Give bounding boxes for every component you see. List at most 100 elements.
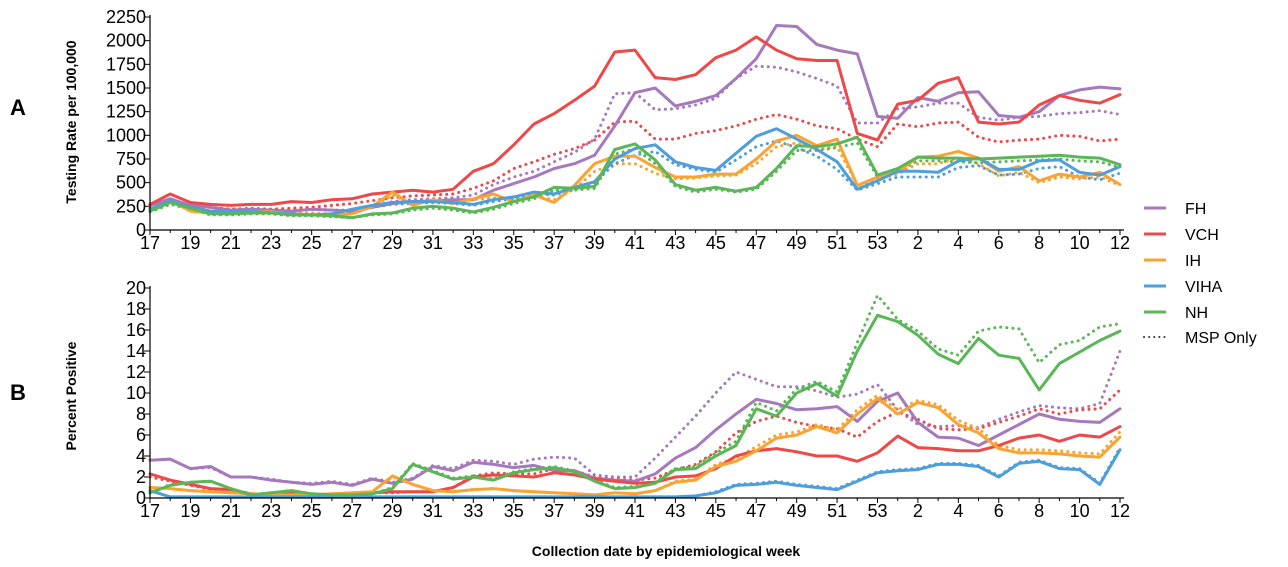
- panel-a-y-tick-label: 2000: [106, 31, 146, 51]
- panel-letter-a: A: [10, 95, 26, 120]
- panel-b-y-tick-label: 14: [126, 341, 146, 361]
- panel-a-x-tick-label: 47: [746, 233, 766, 253]
- panel-b-x-tick-label: 35: [504, 501, 524, 521]
- panel-b-y-tick-label: 8: [136, 404, 146, 424]
- panel-b-x-tick-label: 10: [1070, 501, 1090, 521]
- panel-a-y-tick-label: 1500: [106, 78, 146, 98]
- panel-a-series-vch: [148, 35, 1122, 207]
- panel-a-x-tick-label: 19: [180, 233, 200, 253]
- legend-label-ih: IH: [1185, 253, 1201, 270]
- panel-a-x-tick-label: 4: [953, 233, 963, 253]
- panel-a-x-tick-label: 25: [302, 233, 322, 253]
- panel-a-x-tick-label: 41: [625, 233, 645, 253]
- panel-a-x-tick-label: 45: [706, 233, 726, 253]
- panel-b-y-tick-label: 6: [136, 425, 146, 445]
- panel-a-x-tick-label: 23: [261, 233, 281, 253]
- panel-a-series-fh-msp-only: [148, 64, 1122, 212]
- panel-b-series-fh-msp-only: [148, 349, 1122, 486]
- panel-a-series-nh-msp-only: [148, 141, 1122, 220]
- panel-b-y-tick-label: 20: [126, 278, 146, 298]
- panel-b-series-nh: [148, 313, 1122, 497]
- panel-a-y-tick-label: 500: [116, 173, 146, 193]
- panel-a-x-tick-label: 31: [423, 233, 443, 253]
- panel-b-x-tick-label: 39: [585, 501, 605, 521]
- panel-a-y-tick-label: 750: [116, 149, 146, 169]
- panel-b-series-fh: [148, 391, 1122, 487]
- panel-a-x-tick-label: 39: [585, 233, 605, 253]
- panel-a-y-axis-title: Testing Rate per 100,000: [63, 40, 79, 203]
- panel-b-x-tick-label: 43: [665, 501, 685, 521]
- panel-a-x-tick-label: 27: [342, 233, 362, 253]
- panel-a-x-tick-label: 6: [994, 233, 1004, 253]
- panel-a-x-tick-label: 17: [140, 233, 160, 253]
- panel-b-axes: [149, 286, 1124, 499]
- panel-b-x-tick-label: 23: [261, 501, 281, 521]
- legend-label-vch: VCH: [1185, 227, 1219, 244]
- panel-b-series-viha-msp-only: [148, 446, 1122, 499]
- panel-a-axes: [149, 15, 1124, 231]
- legend-label-fh: FH: [1185, 201, 1206, 218]
- panel-b-x-tick-label: 51: [827, 501, 847, 521]
- panel-a-x-tick-label: 21: [221, 233, 241, 253]
- panel-a-x-tick-label: 37: [544, 233, 564, 253]
- panel-b-x-tick-label: 41: [625, 501, 645, 521]
- panel-b-y-axis-title: Percent Positive: [63, 341, 79, 450]
- panel-b-y-tick-label: 2: [136, 467, 146, 487]
- panel-b-y-tick-label: 0: [136, 488, 146, 508]
- panel-b-x-tick-label: 12: [1110, 501, 1130, 521]
- panel-b-x-tick-label: 17: [140, 501, 160, 521]
- panel-b-x-tick-label: 45: [706, 501, 726, 521]
- panel-a-x-tick-label: 2: [913, 233, 923, 253]
- panel-a-x-tick-label: 53: [867, 233, 887, 253]
- panel-b-x-tick-label: 53: [867, 501, 887, 521]
- panel-a-x-tick-label: 43: [665, 233, 685, 253]
- panel-a-series-viha-msp-only: [148, 139, 1122, 218]
- panel-a-series-fh: [148, 24, 1122, 213]
- panel-b-y-tick-label: 16: [126, 320, 146, 340]
- panel-a-series-nh: [148, 135, 1122, 220]
- panel-b-x-tick-label: 49: [787, 501, 807, 521]
- panel-a-x-tick-label: 10: [1070, 233, 1090, 253]
- panel-b-y-tick-label: 18: [126, 299, 146, 319]
- panel-a-y-tick-label: 2250: [106, 7, 146, 27]
- panel-a-x-tick-label: 8: [1034, 233, 1044, 253]
- panel-a-x-tick-label: 12: [1110, 233, 1130, 253]
- panel-b-y-tick-label: 12: [126, 362, 146, 382]
- panel-b-x-tick-label: 37: [544, 501, 564, 521]
- panel-b-x-tick-label: 4: [953, 501, 963, 521]
- legend-label-nh: NH: [1185, 305, 1208, 322]
- panel-a: A Testing Rate per 100,000 0250500750100…: [10, 7, 1130, 253]
- panel-b-series: [148, 292, 1122, 499]
- panel-b-x-ticks: 17 19 21 23 25 27 29 31 33 35 37 39 41 43 45 47 49 51 53 2 4…: [140, 498, 1130, 521]
- panel-a-y-tick-label: 1000: [106, 125, 146, 145]
- legend: FH VCH IH VIHA NH MSP Only: [1143, 201, 1257, 347]
- panel-b-x-tick-label: 29: [382, 501, 402, 521]
- panel-letter-b: B: [10, 380, 26, 405]
- panel-a-x-tick-label: 51: [827, 233, 847, 253]
- panel-b-x-tick-label: 21: [221, 501, 241, 521]
- panel-b-x-tick-label: 27: [342, 501, 362, 521]
- panel-b-y-tick-label: 10: [126, 383, 146, 403]
- panel-a-y-tick-label: 0: [136, 220, 146, 240]
- panel-b-y-tick-label: 4: [136, 446, 146, 466]
- panel-b-x-tick-label: 8: [1034, 501, 1044, 521]
- panel-a-series: [148, 24, 1122, 220]
- panel-b-x-tick-label: 19: [180, 501, 200, 521]
- panel-b-x-tick-label: 33: [463, 501, 483, 521]
- panel-a-y-ticks: 0 250 500 750 1000 1250 1500 1750 2000 2250: [106, 7, 150, 240]
- panel-a-x-tick-label: 29: [382, 233, 402, 253]
- x-axis-title: Collection date by epidemiological week: [532, 543, 801, 559]
- panel-b-series-viha: [148, 448, 1122, 499]
- panel-a-y-tick-label: 250: [116, 196, 146, 216]
- panel-b-x-tick-label: 31: [423, 501, 443, 521]
- panel-a-y-tick-label: 1750: [106, 54, 146, 74]
- panel-a-x-tick-label: 35: [504, 233, 524, 253]
- panel-a-x-ticks: 17 19 21 23 25 27 29 31 33 35 37 39 41 43 45 47 49 51 53 2 4…: [140, 230, 1130, 253]
- panel-b-series-vch: [148, 425, 1122, 497]
- panel-a-series-vch-msp-only: [148, 112, 1122, 211]
- panel-a-y-tick-label: 1250: [106, 102, 146, 122]
- legend-label-msp-only: MSP Only: [1185, 330, 1257, 347]
